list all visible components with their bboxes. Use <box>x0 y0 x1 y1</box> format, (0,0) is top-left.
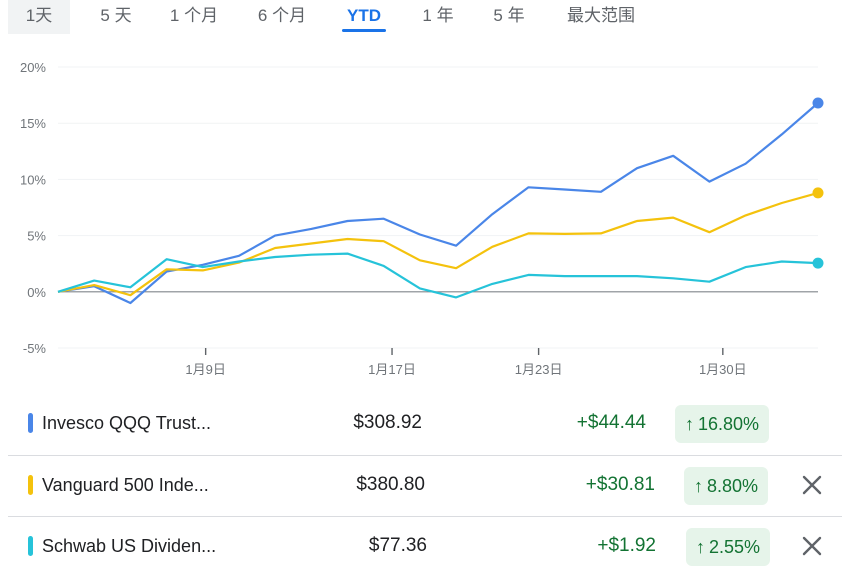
series-line-1 <box>57 102 819 305</box>
tab-6-months[interactable]: 6 个月 <box>257 6 307 25</box>
fund-change: +$44.44 <box>576 412 646 433</box>
fund-name[interactable]: Vanguard 500 Inde... <box>42 475 209 495</box>
arrow-up-icon: ↑ <box>685 414 694 434</box>
close-icon[interactable] <box>797 531 827 561</box>
series-end-point-3 <box>812 257 824 269</box>
percent-change-badge: ↑ 16.80% <box>675 405 770 443</box>
x-tick-label: 1月23日 <box>515 362 563 377</box>
chart-grid <box>58 66 818 349</box>
range-tabs: 1天 5 天 1 个月 6 个月 YTD 1 年 5 年 最大范围 <box>0 0 865 40</box>
y-tick-label: 20% <box>20 60 46 75</box>
tab-5-years[interactable]: 5 年 <box>493 6 525 25</box>
percent-value: 8.80% <box>707 476 759 496</box>
percent-value: 2.55% <box>709 537 761 557</box>
series-color-swatch <box>28 413 33 433</box>
fund-change: +$1.92 <box>597 535 656 556</box>
x-axis: 1月9日 1月17日 1月23日 1月30日 <box>185 348 747 377</box>
series-line-3 <box>57 252 819 299</box>
y-tick-label: -5% <box>23 341 47 356</box>
tab-ytd[interactable]: YTD <box>340 0 388 34</box>
y-tick-label: 15% <box>20 116 46 131</box>
comparison-row-vanguard[interactable]: Vanguard 500 Inde... $380.80 +$30.81 ↑ 8.… <box>8 455 842 516</box>
series-end-point-2 <box>812 187 824 199</box>
percent-value: 16.80% <box>698 414 760 434</box>
fund-name[interactable]: Invesco QQQ Trust... <box>42 413 212 433</box>
tab-max[interactable]: 最大范围 <box>567 6 635 25</box>
fund-price: $380.80 <box>356 474 425 495</box>
series-line-2 <box>57 191 819 297</box>
y-tick-label: 0% <box>27 285 46 300</box>
tab-1-year[interactable]: 1 年 <box>422 6 454 25</box>
fund-name[interactable]: Schwab US Dividen... <box>42 536 217 556</box>
close-icon[interactable] <box>797 470 827 500</box>
fund-price: $77.36 <box>368 535 427 556</box>
series-color-swatch <box>28 475 33 495</box>
x-tick-label: 1月30日 <box>699 362 747 377</box>
tab-1-month[interactable]: 1 个月 <box>169 6 219 25</box>
fund-change: +$30.81 <box>585 474 655 495</box>
tab-1-day[interactable]: 1天 <box>8 0 70 34</box>
performance-chart[interactable]: 20% 15% 10% 5% 0% -5% 1月9日 1月17日 1月23日 1月30日 <box>0 48 865 388</box>
fund-price: $308.92 <box>353 412 422 433</box>
series-end-point-1 <box>812 97 824 109</box>
x-tick-label: 1月9日 <box>185 362 225 377</box>
y-axis: 20% 15% 10% 5% 0% -5% <box>20 60 46 356</box>
comparison-row-qqq[interactable]: Invesco QQQ Trust... $308.92 +$44.44 ↑ 16… <box>8 394 842 454</box>
arrow-up-icon: ↑ <box>696 537 705 557</box>
x-tick-label: 1月17日 <box>368 362 416 377</box>
percent-change-badge: ↑ 8.80% <box>684 467 769 505</box>
arrow-up-icon: ↑ <box>694 476 703 496</box>
percent-change-badge: ↑ 2.55% <box>686 528 771 566</box>
series-color-swatch <box>28 536 33 556</box>
y-tick-label: 5% <box>27 229 46 244</box>
y-tick-label: 10% <box>20 172 46 187</box>
tab-5-days[interactable]: 5 天 <box>100 6 132 25</box>
chart-series <box>57 97 824 305</box>
comparison-row-schwab[interactable]: Schwab US Dividen... $77.36 +$1.92 ↑ 2.55… <box>8 516 842 577</box>
